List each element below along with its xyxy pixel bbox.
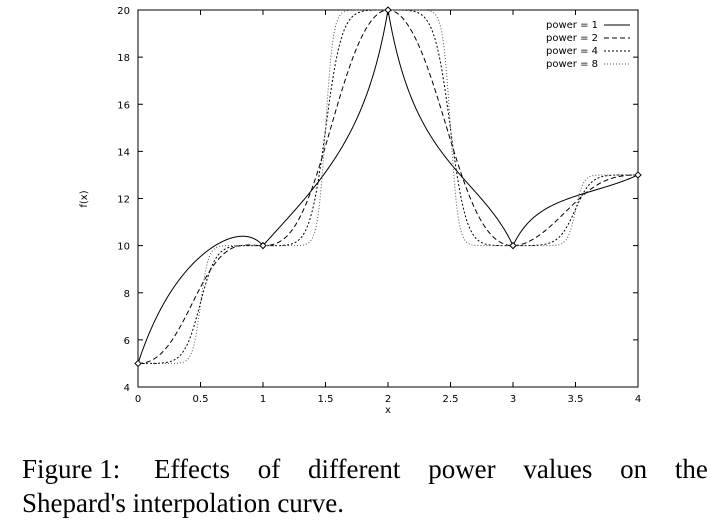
x-tick-label: 3 — [510, 394, 516, 405]
y-tick-label: 14 — [117, 147, 130, 158]
x-tick-label: 3.5 — [568, 394, 584, 405]
y-tick-label: 20 — [117, 6, 130, 17]
caption-label: Figure 1: — [22, 454, 121, 484]
x-tick-label: 1 — [260, 394, 266, 405]
legend: power = 1 power = 2 power = 4 power = 8 — [546, 20, 630, 70]
x-tick-label: 2.5 — [443, 394, 459, 405]
legend-label: power = 8 — [546, 59, 598, 70]
y-tick-label: 16 — [117, 100, 130, 111]
figure-caption: Figure 1: Effects of different power values o… — [22, 452, 708, 520]
x-tick-label: 1.5 — [318, 394, 334, 405]
data-points-layer — [134, 6, 642, 368]
caption-line-1: Figure 1: Effects of different power values o… — [22, 452, 708, 486]
y-tick-label: 18 — [117, 53, 130, 64]
caption-word: Effects — [154, 454, 230, 484]
legend-label: power = 4 — [546, 46, 598, 57]
caption-word: the — [674, 454, 708, 484]
y-tick-label: 8 — [124, 289, 130, 300]
data-point-marker — [509, 241, 517, 250]
y-axis-label: f(x) — [79, 190, 90, 207]
x-tick-label: 4 — [635, 394, 641, 405]
data-point-marker — [259, 241, 267, 250]
caption-line-2: Shepard's interpolation curve. — [22, 488, 345, 518]
x-tick-label: 2 — [385, 394, 391, 405]
caption-word: power — [428, 454, 496, 484]
data-point-marker — [384, 6, 392, 14]
data-point-marker — [134, 359, 142, 368]
shepard-interpolation-chart: 0 0.5 1 1.5 2 2.5 3 3.5 4 4 6 8 10 12 14 16 18 20 power =… — [79, 6, 642, 416]
x-tick-label: 0 — [135, 394, 141, 405]
legend-label: power = 2 — [546, 33, 598, 44]
caption-word: values — [523, 454, 593, 484]
y-tick-label: 10 — [117, 242, 130, 253]
data-point-marker — [634, 171, 642, 179]
y-tick-label: 6 — [124, 336, 130, 347]
y-tick-label: 12 — [117, 195, 130, 206]
series-line — [138, 9, 638, 364]
caption-word: of — [257, 454, 281, 484]
caption-word: on — [620, 454, 648, 484]
caption-word: different — [307, 454, 401, 484]
legend-label: power = 1 — [546, 20, 598, 31]
x-tick-label: 0.5 — [193, 394, 209, 405]
x-axis-label: x — [385, 405, 391, 416]
axis-ticks: 0 0.5 1 1.5 2 2.5 3 3.5 4 4 6 8 10 12 14 16 18 20 — [117, 6, 641, 405]
y-tick-label: 4 — [124, 383, 130, 394]
